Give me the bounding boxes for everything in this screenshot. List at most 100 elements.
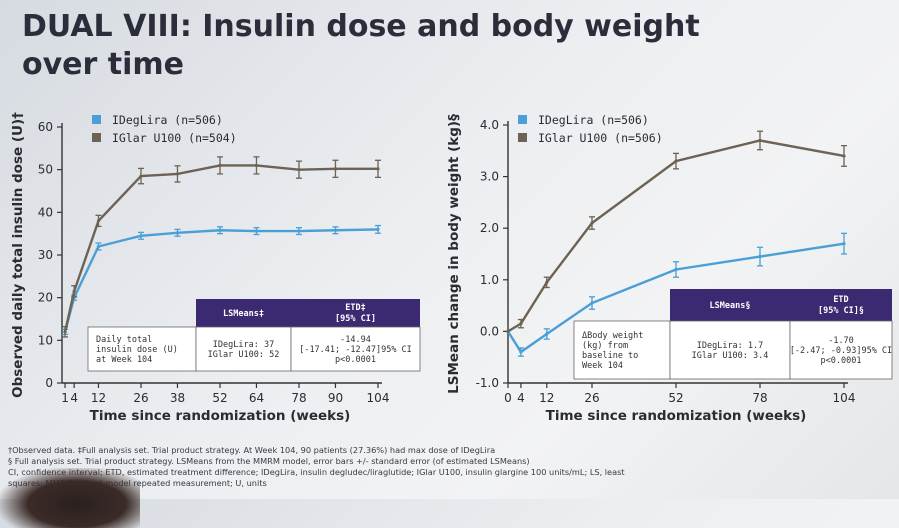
table-lsmeans-value: IGlar U100: 3.4: [692, 351, 769, 361]
table-header-lsmeans: LSMeans‡: [223, 309, 264, 319]
x-tick-label: 52: [668, 391, 683, 405]
data-point: [842, 154, 846, 158]
footnotes: †Observed data. ‡Full analysis set. Tria…: [8, 445, 888, 489]
footnote-3: CI, confidence interval; ETD, estimated …: [8, 467, 625, 477]
y-tick-label: 4.0: [480, 118, 499, 132]
table-etd-value: -1.70: [828, 336, 854, 346]
y-tick-label: 1.0: [480, 273, 499, 287]
x-tick-label: 90: [328, 391, 343, 405]
data-point: [590, 221, 594, 225]
data-point: [545, 332, 549, 336]
data-point: [376, 167, 380, 171]
legend-swatch: [92, 115, 101, 124]
y-tick-label: 50: [38, 163, 53, 177]
data-point: [333, 228, 338, 232]
data-point: [218, 228, 222, 232]
table-lsmeans-value: IGlar U100: 52: [208, 350, 280, 360]
slide-title-line1: DUAL VIII: Insulin dose and body weight: [22, 9, 700, 44]
data-point: [254, 229, 259, 233]
legend-swatch: [518, 133, 527, 142]
x-tick-label: 78: [291, 391, 306, 405]
table-row-label: (kg) from: [582, 341, 628, 351]
x-tick-label: 104: [367, 391, 390, 405]
footnote-4: squares; MMRM, mixed model repeated meas…: [8, 478, 267, 488]
y-axis-title: LSMean change in body weight (kg)§: [446, 114, 462, 394]
data-point: [842, 242, 846, 246]
legend-label: IGlar U100 (n=506): [538, 131, 663, 145]
slide-title: DUAL VIII: Insulin dose and body weight …: [22, 8, 882, 84]
x-tick-label: 12: [91, 391, 106, 405]
data-point: [674, 267, 678, 272]
data-point: [254, 163, 259, 167]
x-tick-label: 0: [504, 391, 512, 405]
x-tick-label: 12: [539, 391, 554, 405]
x-tick-label: 4: [70, 391, 78, 405]
table-header-ci: [95% CI]: [335, 314, 376, 324]
data-point: [519, 322, 523, 326]
body-weight-chart: -1.0 0.0 1.0 2.0 3.0 4.0 0 4 12 26 52 78 104 Time sin…: [446, 113, 893, 424]
table-etd-value: p<0.0001: [821, 356, 862, 366]
data-point: [376, 227, 380, 231]
table-etd-value: [-2.47; -0.93]95% CI: [790, 346, 892, 356]
x-axis-title: Time since randomization (weeks): [546, 408, 807, 424]
y-tick-label: 20: [38, 291, 53, 305]
data-point: [72, 289, 76, 293]
data-point: [297, 168, 301, 172]
data-point: [218, 163, 222, 167]
y-tick-label: 60: [38, 120, 53, 134]
table-lsmeans-cell: [669, 320, 791, 380]
table-row-label: Daily total: [96, 335, 152, 345]
table-header-etd: ETD: [833, 295, 848, 305]
table-lsmeans-cell: [195, 326, 292, 372]
legend-swatch: [92, 133, 101, 142]
series-line: [63, 164, 378, 333]
data-point: [175, 231, 180, 235]
insulin-dose-chart: 0 10 20 30 40 50 60 1 4 12 26 38 52 64 78 90 104 Time sin…: [10, 112, 421, 424]
table-etd-value: [-17.41; -12.47]95% CI: [299, 345, 412, 355]
x-tick-label: 52: [212, 391, 227, 405]
table-row-label: ΔBody weight: [582, 331, 643, 341]
y-axis-title: Observed daily total insulin dose (U)†: [10, 112, 26, 398]
legend-label: IGlar U100 (n=504): [112, 131, 237, 145]
legend-label: IDegLira (n=506): [112, 113, 223, 127]
data-point: [139, 174, 143, 178]
data-point: [506, 329, 510, 333]
data-point: [758, 254, 762, 259]
y-tick-label: 2.0: [480, 221, 499, 235]
x-tick-label: 104: [833, 391, 856, 405]
table-etd-cell: [789, 320, 893, 380]
table-row-label: insulin dose (U): [96, 345, 178, 355]
table-header-lsmeans: LSMeans§: [710, 301, 751, 311]
legend-label: IDegLira (n=506): [538, 113, 649, 127]
table-header-ci: [95% CI]§: [818, 306, 864, 316]
slide-title-line2: over time: [22, 47, 184, 82]
table-row-label: baseline to: [582, 351, 638, 361]
data-point: [297, 229, 301, 233]
table-etd-value: -14.94: [340, 335, 371, 345]
data-point: [674, 159, 678, 163]
data-point: [96, 219, 101, 223]
y-tick-label: 40: [38, 205, 53, 219]
table-row-label: Week 104: [582, 361, 623, 371]
y-tick-label: -1.0: [476, 376, 499, 390]
x-tick-label: 38: [170, 391, 185, 405]
y-tick-label: 3.0: [480, 170, 499, 184]
x-tick-label: 4: [517, 391, 525, 405]
y-tick-label: 30: [38, 248, 53, 262]
x-tick-label: 64: [249, 391, 264, 405]
table-header: [196, 299, 420, 327]
y-tick-label: 10: [38, 333, 53, 347]
table-etd-cell: [290, 326, 421, 372]
data-point: [139, 234, 143, 238]
footnote-2: § Full analysis set. Trial product strat…: [8, 456, 530, 466]
table-lsmeans-value: IDegLira: 1.7: [697, 341, 764, 351]
table-header: [670, 289, 892, 321]
footnote-1: †Observed data. ‡Full analysis set. Tria…: [8, 445, 496, 455]
data-point: [63, 330, 67, 334]
x-tick-label: 26: [584, 391, 599, 405]
table-header-etd: ETD‡: [345, 303, 365, 313]
data-point: [333, 167, 338, 171]
y-tick-label: 0.0: [480, 324, 499, 338]
x-tick-label: 78: [752, 391, 767, 405]
data-point: [96, 244, 101, 249]
